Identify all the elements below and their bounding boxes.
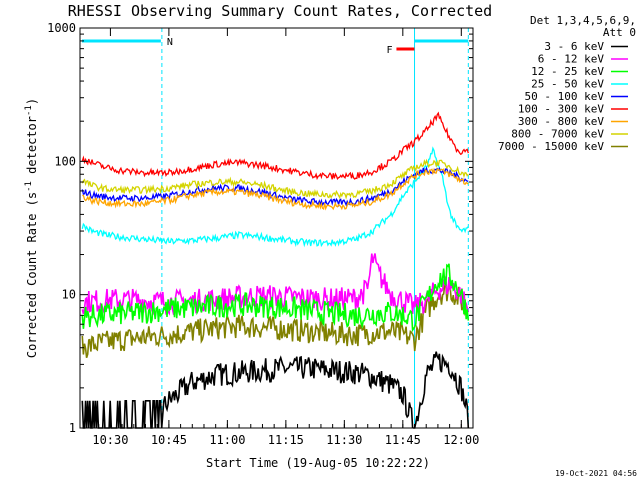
legend-label: 800 - 7000 keV [511,128,604,141]
x-axis: 10:30 10:45 11:00 11:15 11:30 11:45 12:00 [86,28,479,447]
series-line [81,166,469,208]
series-layer [81,111,470,429]
legend-label: 100 - 300 keV [518,103,604,116]
x-tick-label: 11:45 [385,433,421,447]
x-tick-label: 10:30 [92,433,128,447]
x-tick-label: 12:00 [443,433,479,447]
plot-frame [79,27,474,429]
legend-label: 7000 - 15000 keV [498,140,604,153]
render-timestamp: 19-Oct-2021 04:56 [555,469,637,478]
x-axis-label: Start Time (19-Aug-05 10:22:22) [206,456,430,470]
legend-label: 300 - 800 keV [518,115,604,128]
legend-label: 6 - 12 keV [538,53,605,66]
y-tick-label: 100 [54,154,76,168]
x-tick-label: 10:45 [151,433,187,447]
y-axis: 1 10 100 1000 [47,21,473,435]
series-line [81,146,469,248]
y-tick-label: 1 [69,421,76,435]
legend-header: Att 0 [603,26,636,39]
legend-label: 50 - 100 keV [525,90,605,103]
flare-label: F [386,45,392,56]
orbit-annotations: NF [82,37,469,56]
legend-header: Det 1,3,4,5,6,9, [530,14,636,27]
series-line [81,263,470,333]
x-tick-label: 11:30 [326,433,362,447]
series-line [81,253,470,316]
y-tick-label: 1000 [47,21,76,35]
legend-label: 25 - 50 keV [531,78,604,91]
series-line [81,158,469,200]
legend-label: 3 - 6 keV [544,40,604,53]
legend-label: 12 - 25 keV [531,65,604,78]
y-tick-label: 10 [62,288,76,302]
x-tick-label: 11:15 [268,433,304,447]
series-line [81,281,469,359]
y-axis-label: Corrected Count Rate (s-1 detector-1) [24,98,39,358]
chart-title: RHESSI Observing Summary Count Rates, Co… [68,2,492,20]
night-label: N [167,37,173,48]
series-line [81,351,470,429]
x-tick-label: 11:00 [209,433,245,447]
spacecraft-night-markers [161,28,469,428]
series-line [82,167,469,211]
series-line [81,111,469,181]
